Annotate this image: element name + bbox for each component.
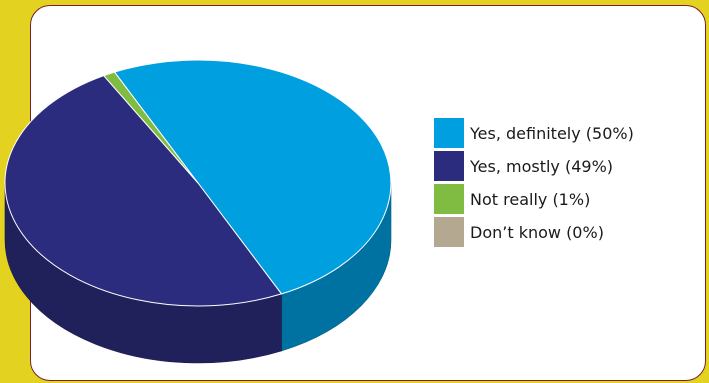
legend-label: Yes, mostly (49%) — [470, 156, 614, 176]
pie-slice-yes-mostly-49 — [4, 75, 283, 307]
legend-item-don-t-know-0: Don’t know (0%) — [434, 217, 634, 247]
legend-label: Yes, definitely (50%) — [470, 123, 634, 143]
legend-item-yes-mostly-49: Yes, mostly (49%) — [434, 151, 634, 181]
legend-swatch — [434, 184, 464, 214]
legend-label: Don’t know (0%) — [470, 222, 604, 242]
legend-item-not-really-1: Not really (1%) — [434, 184, 634, 214]
pie-top — [4, 59, 392, 307]
legend-label: Not really (1%) — [470, 189, 591, 209]
legend-item-yes-definitely-50: Yes, definitely (50%) — [434, 118, 634, 148]
pie-slice-not-really-1 — [102, 71, 199, 184]
legend-swatch — [434, 151, 464, 181]
legend-swatch — [434, 217, 464, 247]
legend-swatch — [434, 118, 464, 148]
chart-legend: Yes, definitely (50%) Yes, mostly (49%) No… — [434, 118, 634, 250]
pie-slice-yes-definitely-50 — [113, 59, 392, 295]
